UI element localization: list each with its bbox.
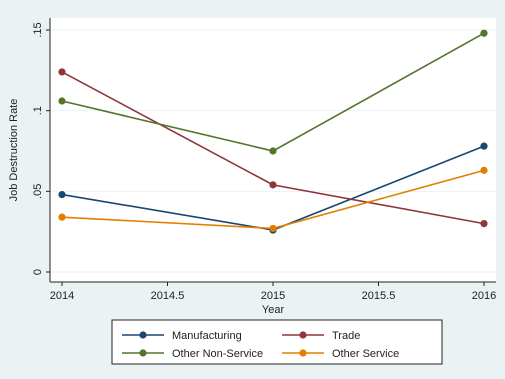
x-tick-label: 2016 bbox=[472, 290, 496, 302]
x-tick-label: 2015.5 bbox=[362, 290, 396, 302]
data-point-other-service bbox=[58, 213, 66, 221]
y-axis-title: Job Destruction Rate bbox=[8, 99, 20, 202]
legend-label-manufacturing: Manufacturing bbox=[172, 330, 242, 342]
legend-box bbox=[111, 319, 443, 365]
data-point-other-service bbox=[480, 166, 488, 174]
y-tick-label: 0 bbox=[32, 269, 44, 275]
x-axis-title: Year bbox=[262, 304, 285, 316]
y-tick-label: .15 bbox=[32, 22, 44, 37]
data-point-manufacturing bbox=[480, 142, 488, 150]
data-point-trade bbox=[480, 220, 488, 228]
data-point-other-service bbox=[269, 224, 277, 233]
legend-label-other-non-service: Other Non-Service bbox=[172, 348, 263, 360]
legend-label-trade: Trade bbox=[332, 330, 360, 342]
legend-swatch-marker-trade bbox=[299, 331, 307, 339]
data-point-trade bbox=[269, 181, 277, 189]
y-tick-label: .05 bbox=[32, 184, 44, 199]
data-point-other-non-service bbox=[58, 97, 66, 105]
data-point-trade bbox=[58, 68, 66, 76]
y-tick-label: .1 bbox=[32, 106, 44, 115]
legend-swatch-marker-manufacturing bbox=[139, 331, 147, 339]
x-tick-label: 2015 bbox=[261, 290, 285, 302]
legend-swatch-marker-other-non-service bbox=[139, 349, 147, 357]
x-tick-label: 2014 bbox=[50, 290, 74, 302]
x-tick-label: 2014.5 bbox=[151, 290, 185, 302]
data-point-other-non-service bbox=[480, 29, 488, 37]
legend-swatch-marker-other-service bbox=[299, 349, 307, 357]
data-point-other-non-service bbox=[269, 147, 277, 155]
legend-label-other-service: Other Service bbox=[332, 348, 399, 360]
data-point-manufacturing bbox=[58, 190, 66, 199]
legend: Manufacturing Trade Other Non-Service Other… bbox=[111, 319, 443, 365]
